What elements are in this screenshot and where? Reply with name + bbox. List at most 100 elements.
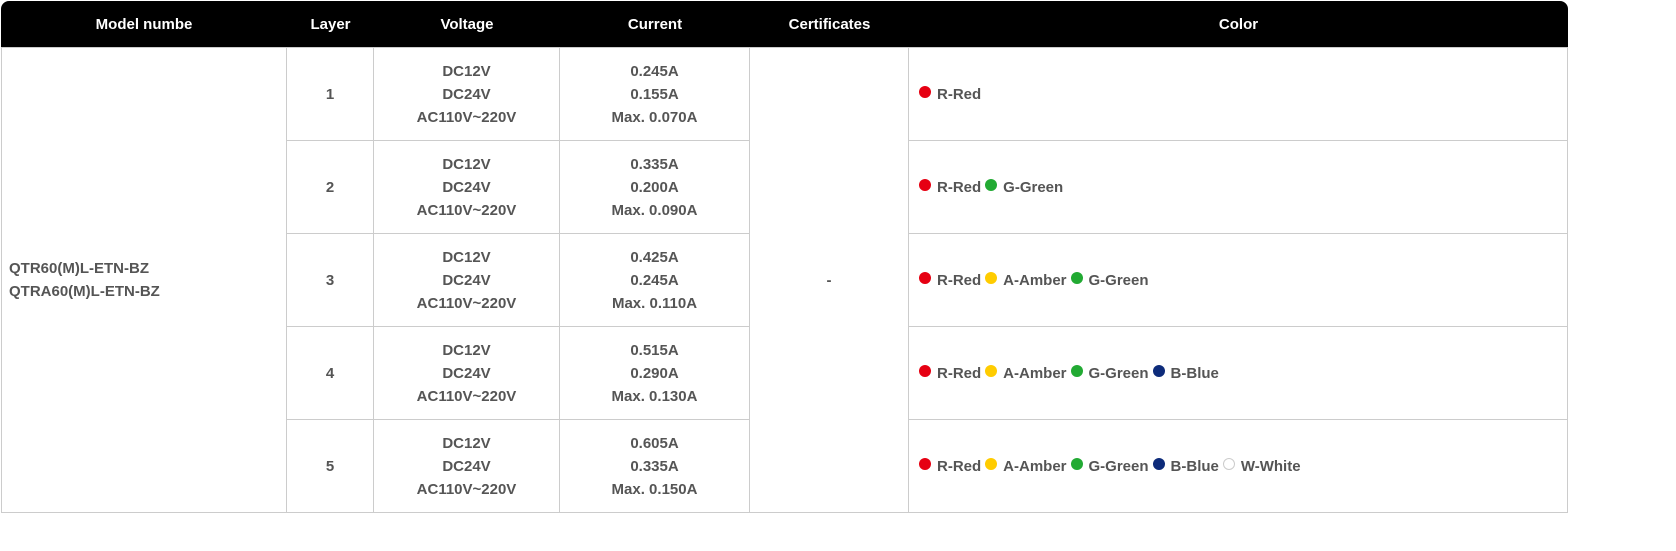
color-label: B-Blue: [1170, 457, 1219, 475]
voltage-value: DC12V: [442, 155, 491, 173]
voltage-value: AC110V~220V: [416, 108, 517, 126]
color-label: G-Green: [1088, 457, 1149, 475]
red-dot-icon: [919, 178, 931, 191]
current-value: 0.290A: [630, 364, 679, 382]
color-cell: R-Red A-Amber G-Green: [909, 234, 1568, 327]
current-value: Max. 0.070A: [611, 108, 698, 126]
voltage-cell: DC12V DC24V AC110V~220V: [374, 234, 560, 327]
blue-dot-icon: [1152, 364, 1165, 377]
header-row: Model numbe Layer Voltage Current Certif…: [1, 1, 1568, 47]
voltage-value: AC110V~220V: [416, 480, 517, 498]
current-value: Max. 0.150A: [611, 480, 698, 498]
color-item-amber: A-Amber: [985, 455, 1067, 478]
color-label: A-Amber: [1003, 271, 1067, 289]
color-label: R-Red: [937, 178, 982, 196]
voltage-value: DC24V: [442, 271, 491, 289]
color-cell: R-Red A-Amber G-Green B-Blue: [909, 327, 1568, 420]
table-row: 3 DC12V DC24V AC110V~220V 0.425A 0.245A Max. 0…: [1, 234, 1568, 327]
voltage-cell: DC12V DC24V AC110V~220V: [374, 141, 560, 234]
color-cell: R-Red A-Amber G-Green B-Blue W-White: [909, 420, 1568, 513]
voltage-value: DC24V: [442, 364, 491, 382]
color-item-blue: B-Blue: [1152, 455, 1219, 478]
voltage-value: DC12V: [442, 248, 491, 266]
header-color: Color: [909, 1, 1568, 47]
header-layer: Layer: [287, 1, 374, 47]
green-dot-icon: [985, 178, 998, 191]
color-label: R-Red: [937, 85, 982, 103]
color-label: G-Green: [1088, 364, 1149, 382]
current-value: 0.200A: [630, 178, 679, 196]
color-label: R-Red: [937, 271, 982, 289]
current-value: 0.155A: [630, 85, 679, 103]
table-row: 4 DC12V DC24V AC110V~220V 0.515A 0.290A Max. 0…: [1, 327, 1568, 420]
color-item-white: W-White: [1222, 455, 1301, 478]
color-item-green: G-Green: [1070, 269, 1149, 292]
model-number: QTR60(M)L-ETN-BZ: [9, 260, 149, 277]
red-dot-icon: [919, 364, 931, 377]
color-item-green: G-Green: [1070, 455, 1149, 478]
color-item-red: R-Red: [919, 362, 981, 385]
color-item-red: R-Red: [919, 83, 981, 106]
current-value: 0.335A: [630, 457, 679, 475]
voltage-cell: DC12V DC24V AC110V~220V: [374, 327, 560, 420]
model-number: QTRA60(M)L-ETN-BZ: [9, 283, 160, 300]
green-dot-icon: [1070, 457, 1083, 470]
green-dot-icon: [1070, 271, 1083, 284]
color-label: G-Green: [1088, 271, 1149, 289]
current-cell: 0.425A 0.245A Max. 0.110A: [560, 234, 750, 327]
current-cell: 0.335A 0.200A Max. 0.090A: [560, 141, 750, 234]
layer-cell: 2: [287, 141, 374, 234]
layer-cell: 3: [287, 234, 374, 327]
color-cell: R-Red G-Green: [909, 141, 1568, 234]
current-cell: 0.515A 0.290A Max. 0.130A: [560, 327, 750, 420]
white-dot-icon: [1222, 457, 1235, 470]
header-model: Model numbe: [1, 1, 287, 47]
header-voltage: Voltage: [374, 1, 560, 47]
red-dot-icon: [919, 271, 931, 284]
voltage-value: DC24V: [442, 457, 491, 475]
current-value: 0.605A: [630, 434, 679, 452]
spec-table: Model numbe Layer Voltage Current Certif…: [1, 1, 1568, 513]
color-label: A-Amber: [1003, 364, 1067, 382]
green-dot-icon: [1070, 364, 1083, 377]
voltage-value: DC24V: [442, 178, 491, 196]
color-label: G-Green: [1003, 178, 1064, 196]
color-item-green: G-Green: [985, 176, 1063, 199]
current-value: 0.515A: [630, 341, 679, 359]
current-value: 0.425A: [630, 248, 679, 266]
current-value: 0.245A: [630, 271, 679, 289]
header-certificates: Certificates: [750, 1, 909, 47]
color-label: A-Amber: [1003, 457, 1067, 475]
voltage-value: DC12V: [442, 341, 491, 359]
current-cell: 0.605A 0.335A Max. 0.150A: [560, 420, 750, 513]
current-value: Max. 0.110A: [611, 294, 698, 312]
amber-dot-icon: [985, 457, 998, 470]
color-label: B-Blue: [1170, 364, 1219, 382]
color-label: R-Red: [937, 364, 982, 382]
current-value: 0.245A: [630, 62, 679, 80]
color-item-red: R-Red: [919, 455, 981, 478]
current-value: 0.335A: [630, 155, 679, 173]
current-value: Max. 0.090A: [611, 201, 698, 219]
spec-table-container: Model numbe Layer Voltage Current Certif…: [1, 1, 1568, 513]
red-dot-icon: [919, 85, 931, 98]
layer-cell: 4: [287, 327, 374, 420]
model-number-cell: QTR60(M)L-ETN-BZ QTRA60(M)L-ETN-BZ: [1, 47, 287, 513]
color-item-amber: A-Amber: [985, 269, 1067, 292]
header-current: Current: [560, 1, 750, 47]
red-dot-icon: [919, 457, 931, 470]
layer-cell: 1: [287, 47, 374, 141]
blue-dot-icon: [1152, 457, 1165, 470]
color-item-red: R-Red: [919, 176, 981, 199]
current-value: Max. 0.130A: [611, 387, 698, 405]
color-item-red: R-Red: [919, 269, 981, 292]
voltage-value: AC110V~220V: [416, 294, 517, 312]
table-row: 5 DC12V DC24V AC110V~220V 0.605A 0.335A Max. 0…: [1, 420, 1568, 513]
color-item-blue: B-Blue: [1152, 362, 1219, 385]
amber-dot-icon: [985, 364, 998, 377]
table-row: QTR60(M)L-ETN-BZ QTRA60(M)L-ETN-BZ 1 DC12V D…: [1, 47, 1568, 513]
color-item-amber: A-Amber: [985, 362, 1067, 385]
voltage-value: AC110V~220V: [416, 387, 517, 405]
voltage-value: DC12V: [442, 434, 491, 452]
current-cell: 0.245A 0.155A Max. 0.070A: [560, 47, 750, 141]
